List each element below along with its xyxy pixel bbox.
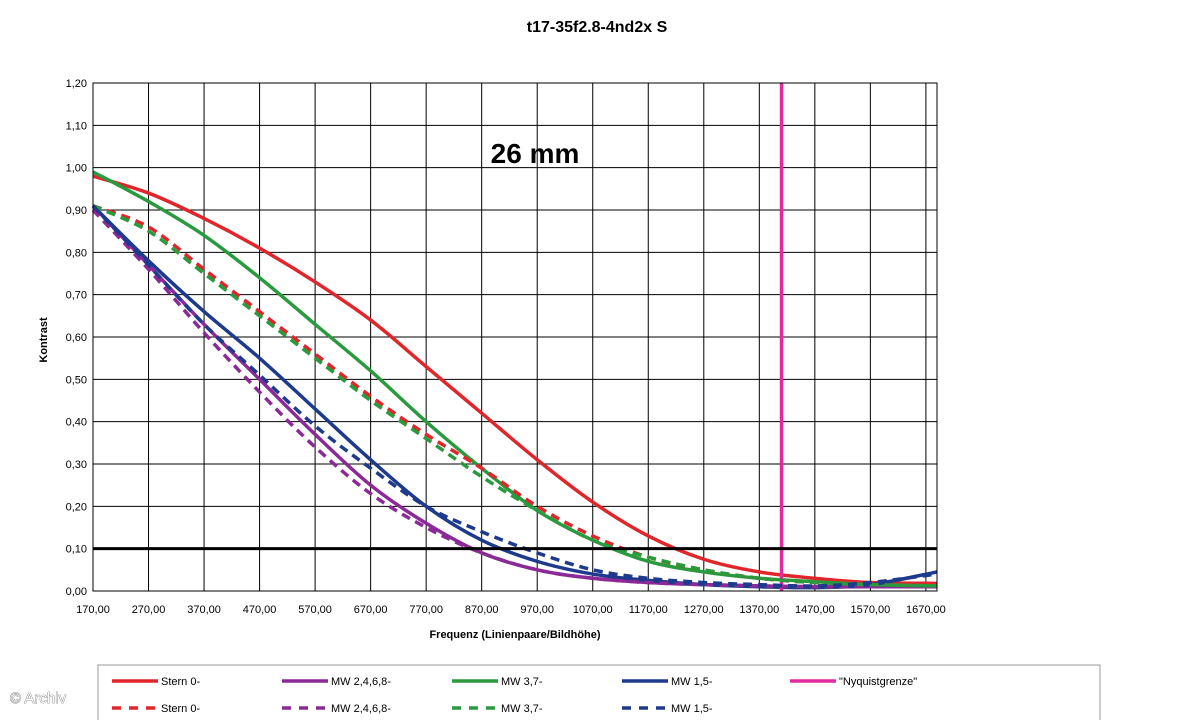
legend-label: MW 1,5- xyxy=(671,703,713,715)
y-tick-label: 0,70 xyxy=(66,290,87,302)
y-axis-label: Kontrast xyxy=(38,317,50,363)
y-tick-label: 0,30 xyxy=(66,459,87,471)
y-tick-label: 0,20 xyxy=(66,501,87,513)
x-tick-label: 270,00 xyxy=(132,604,166,616)
y-tick-label: 0,40 xyxy=(66,417,87,429)
y-tick-label: 0,50 xyxy=(66,374,87,386)
plot-frame xyxy=(92,82,938,592)
x-tick-label: 1070,00 xyxy=(573,604,613,616)
legend-label: MW 3,7- xyxy=(501,703,543,715)
y-tick-label: 0,90 xyxy=(66,205,87,217)
x-tick-label: 670,00 xyxy=(354,604,388,616)
series-layer xyxy=(91,83,938,591)
series-line-dashed xyxy=(91,204,938,588)
y-tick-labels: 0,00 0,10 0,20 0,30 0,40 0,50 0,60 0,70 0,80 0,90… xyxy=(66,78,87,598)
x-axis-label: Frequenz (Linienpaare/Bildhöhe) xyxy=(429,629,600,641)
x-tick-label: 370,00 xyxy=(187,604,221,616)
x-tick-label: 1270,00 xyxy=(684,604,724,616)
legend-label: Stern 0- xyxy=(161,676,200,688)
x-tick-label: 770,00 xyxy=(409,604,443,616)
x-tick-label: 870,00 xyxy=(465,604,499,616)
chart-title: t17-35f2.8-4nd2x S xyxy=(527,19,668,36)
y-tick-label: 1,20 xyxy=(66,78,87,90)
series-line-dashed xyxy=(91,208,937,589)
series-line xyxy=(91,204,938,590)
y-tick-label: 0,10 xyxy=(66,544,87,556)
legend-label: Stern 0- xyxy=(161,703,200,715)
legend: Stern 0- MW 2,4,6,8- MW 3,7- MW 1,5- "Nyquis… xyxy=(97,664,1101,720)
x-tick-label: 1570,00 xyxy=(850,604,890,616)
x-tick-label: 170,00 xyxy=(76,604,110,616)
series-line-dashed xyxy=(92,204,938,588)
x-tick-label: 1170,00 xyxy=(629,604,668,616)
y-tick-label: 0,80 xyxy=(66,247,87,259)
x-tick-label: 470,00 xyxy=(243,604,277,616)
watermark-text: © Archiv xyxy=(10,690,67,707)
series-line-dashed xyxy=(92,204,938,588)
legend-label: "Nyquistgrenze" xyxy=(839,676,917,688)
y-tick-label: 0,60 xyxy=(66,332,87,344)
y-tick-label: 1,10 xyxy=(66,120,87,132)
series-line xyxy=(92,174,938,586)
x-tick-label: 1370,00 xyxy=(739,604,779,616)
legend-label: MW 2,4,6,8- xyxy=(331,703,391,715)
x-tick-label: 570,00 xyxy=(298,604,332,616)
y-tick-label: 0,00 xyxy=(66,586,87,598)
legend-label: MW 2,4,6,8- xyxy=(331,676,391,688)
legend-label: MW 3,7- xyxy=(501,676,543,688)
legend-box xyxy=(97,664,1101,720)
legend-label: MW 1,5- xyxy=(671,676,713,688)
x-tick-label: 1670,00 xyxy=(906,604,946,616)
y-tick-label: 1,00 xyxy=(66,163,87,175)
x-tick-labels: 170,00 270,00 370,00 470,00 570,00 670,00 770,… xyxy=(76,604,946,616)
series-line xyxy=(91,204,937,589)
x-tick-label: 970,00 xyxy=(520,604,554,616)
x-tick-label: 1470,00 xyxy=(795,604,835,616)
focal-length-annotation: 26 mm xyxy=(491,138,580,169)
